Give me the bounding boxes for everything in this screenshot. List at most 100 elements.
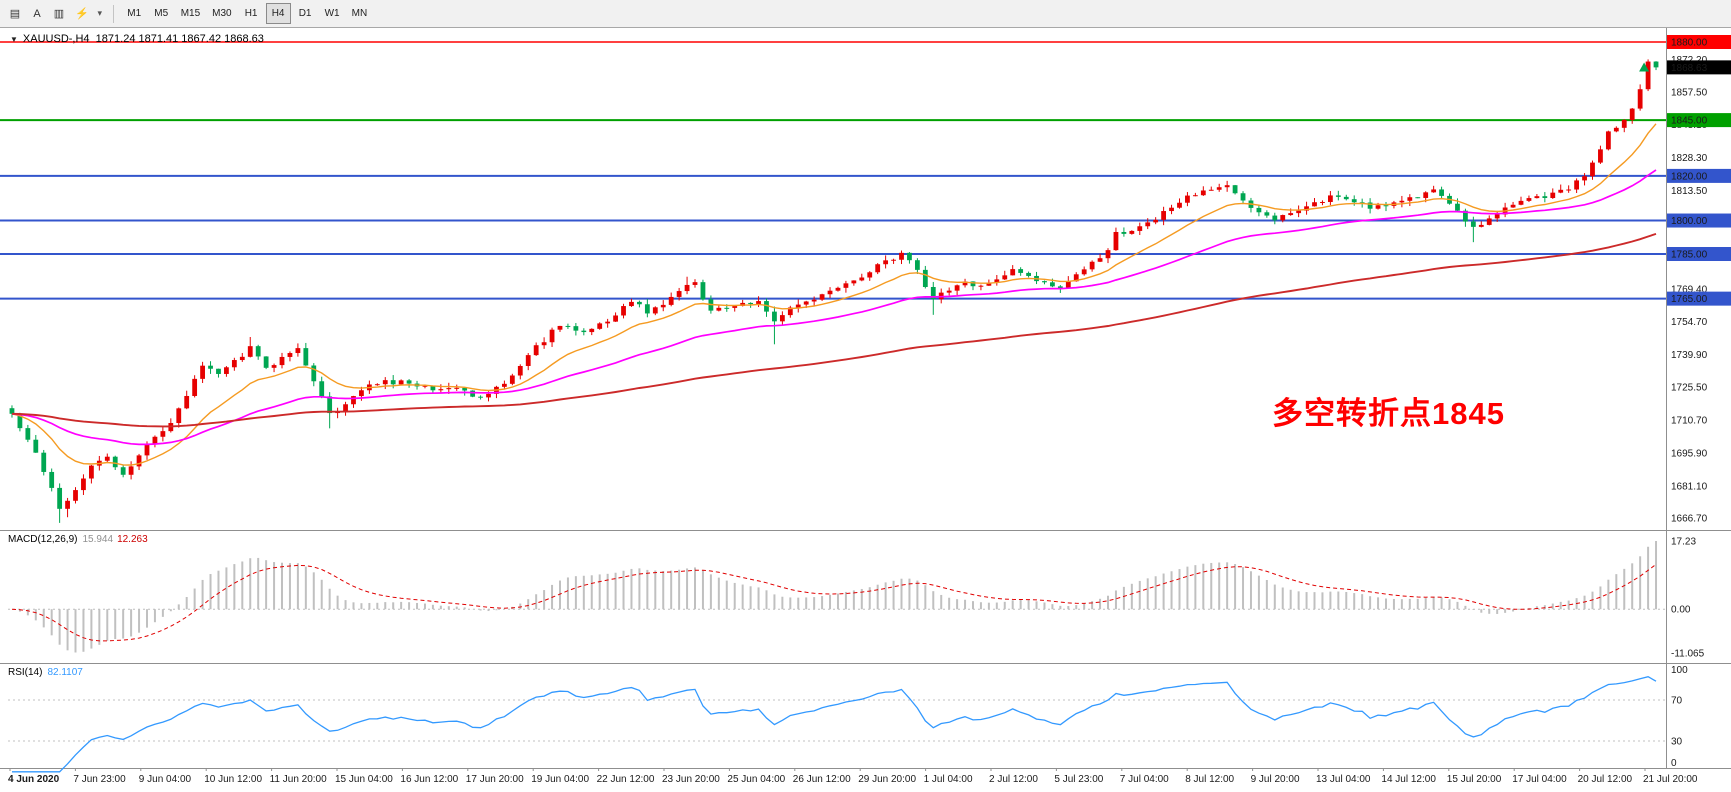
- time-axis-label: 14 Jul 12:00: [1381, 774, 1436, 785]
- price-label-box: [1667, 60, 1731, 75]
- macd-signal-value: 12.263: [117, 534, 148, 545]
- price-label-box: [1667, 35, 1731, 49]
- time-axis-label: 10 Jun 12:00: [204, 774, 262, 785]
- time-axis-label: 9 Jun 04:00: [139, 774, 192, 785]
- price-label-box: [1667, 291, 1731, 306]
- time-axis-label: 26 Jun 12:00: [793, 774, 851, 785]
- time-axis-label: 9 Jul 20:00: [1251, 774, 1300, 785]
- indicators-icon[interactable]: ⚡: [70, 3, 94, 24]
- macd-signal-line: [11, 563, 1657, 642]
- price-scale-label: 1857.50: [1671, 88, 1708, 99]
- rsi-scale-label: 30: [1671, 737, 1683, 748]
- chart-title: ▼ XAUUSD-,H4 1871.24 1871.41 1867.42 1868…: [10, 33, 264, 45]
- rsi-line: [12, 676, 1657, 773]
- chart-symbol-period: XAUUSD-,H4: [22, 33, 90, 45]
- price-scale-label: 1681.10: [1671, 481, 1708, 492]
- chart-type-icon[interactable]: ▥: [48, 3, 70, 24]
- macd-scale-label: 17.23: [1671, 537, 1696, 548]
- ma-mid-line: [11, 169, 1657, 446]
- price-label-box: [1667, 168, 1731, 183]
- timeframe-w1-button[interactable]: W1: [320, 3, 345, 24]
- rsi-value: 82.1107: [47, 667, 83, 678]
- chart-annotation-text[interactable]: 多空转折点1845: [1272, 396, 1505, 431]
- time-axis-label: 22 Jun 12:00: [597, 774, 655, 785]
- price-label-box-text: 1765.00: [1671, 294, 1708, 305]
- price-scale[interactable]: 1872.201857.501843.101828.301813.501769.…: [1667, 35, 1731, 525]
- timeframe-m30-button[interactable]: M30: [207, 3, 236, 24]
- trade-arrow-icon: [1639, 62, 1650, 72]
- chart-dropdown-icon[interactable]: ▼: [10, 35, 18, 44]
- toolbar: ▤ A ▥ ⚡ ▾ M1 M5 M15 M30 H1 H4 D1 W1 MN: [0, 0, 1731, 28]
- rsi-scale-label: 70: [1671, 696, 1683, 707]
- time-axis-label: 7 Jun 23:00: [73, 774, 126, 785]
- price-scale-label: 1695.90: [1671, 448, 1708, 459]
- time-axis-label: 7 Jul 04:00: [1120, 774, 1169, 785]
- macd-scale-label: -11.065: [1671, 649, 1705, 660]
- rsi-scale-label: 100: [1671, 665, 1688, 676]
- time-axis-label: 4 Jun 2020: [8, 774, 60, 785]
- dropdown-caret-icon[interactable]: ▾: [94, 3, 106, 24]
- toolbar-separator: [112, 4, 114, 23]
- timeframe-mn-button[interactable]: MN: [347, 3, 373, 24]
- chart-list-icon[interactable]: ▤: [4, 3, 26, 24]
- price-label-box-text: 1785.00: [1671, 250, 1708, 261]
- rsi-panel: 100 70 30 0: [8, 665, 1688, 773]
- time-axis-label: 2 Jul 12:00: [989, 774, 1038, 785]
- time-axis-label: 17 Jul 04:00: [1512, 774, 1567, 785]
- price-label-box: [1667, 113, 1731, 128]
- timeframe-h4-button[interactable]: H4: [265, 3, 291, 24]
- price-label-box-text: 1880.00: [1671, 38, 1708, 49]
- time-axis-label: 20 Jul 12:00: [1578, 774, 1633, 785]
- timeframe-m1-button[interactable]: M1: [122, 3, 147, 24]
- price-scale-label: 1828.30: [1671, 153, 1708, 164]
- price-label-box-text: 1868.63: [1671, 63, 1708, 74]
- time-axis-label: 29 Jun 20:00: [858, 774, 916, 785]
- time-axis-label: 17 Jun 20:00: [466, 774, 524, 785]
- price-label-box-text: 1820.00: [1671, 171, 1708, 182]
- time-axis-label: 1 Jul 04:00: [924, 774, 973, 785]
- price-label-box-text: 1845.00: [1671, 116, 1708, 127]
- price-scale-label: 1739.90: [1671, 350, 1708, 361]
- ma-slow-line: [11, 232, 1657, 428]
- time-axis-label: 19 Jun 04:00: [531, 774, 589, 785]
- price-scale-label: 1813.50: [1671, 186, 1708, 197]
- moving-averages: [11, 123, 1657, 466]
- price-label-box: [1667, 213, 1731, 228]
- macd-panel: 17.23 0.00 -11.065: [8, 537, 1705, 660]
- time-axis-label: 15 Jul 20:00: [1447, 774, 1502, 785]
- timeframe-h1-button[interactable]: H1: [239, 3, 264, 24]
- rsi-indicator-label: RSI(14) 82.1107: [8, 667, 83, 678]
- timeframe-d1-button[interactable]: D1: [293, 3, 318, 24]
- chart-ohlc-values: 1871.24 1871.41 1867.42 1868.63: [95, 33, 264, 45]
- price-scale-label: 1710.70: [1671, 415, 1708, 426]
- rsi-scale-label: 0: [1671, 758, 1677, 769]
- time-axis-label: 21 Jul 20:00: [1643, 774, 1698, 785]
- time-axis-label: 11 Jun 20:00: [270, 774, 328, 785]
- macd-main-value: 15.944: [82, 534, 114, 545]
- time-axis-label: 25 Jun 04:00: [727, 774, 785, 785]
- time-axis[interactable]: 4 Jun 2020 7 Jun 23:00 9 Jun 04:00 10 Jun 1…: [8, 768, 1698, 785]
- macd-indicator-label: MACD(12,26,9) 15.944 12.263: [8, 534, 148, 545]
- price-scale-label: 1725.50: [1671, 382, 1708, 393]
- panel-borders: [0, 28, 1731, 769]
- time-axis-label: 15 Jun 04:00: [335, 774, 393, 785]
- horizontal-lines[interactable]: [0, 41, 1666, 300]
- price-label-box: [1667, 247, 1731, 262]
- price-label-box-text: 1800.00: [1671, 216, 1708, 227]
- price-scale-label: 1754.70: [1671, 317, 1708, 328]
- text-tool-icon[interactable]: A: [26, 3, 48, 24]
- price-scale-label: 1769.40: [1671, 284, 1708, 295]
- ma-fast-line: [11, 123, 1657, 466]
- timeframe-m15-button[interactable]: M15: [176, 3, 205, 24]
- price-scale-label: 1666.70: [1671, 514, 1708, 525]
- time-axis-label: 16 Jun 12:00: [400, 774, 458, 785]
- timeframe-m5-button[interactable]: M5: [149, 3, 174, 24]
- time-axis-label: 8 Jul 12:00: [1185, 774, 1234, 785]
- time-axis-label: 5 Jul 23:00: [1054, 774, 1103, 785]
- time-axis-label: 13 Jul 04:00: [1316, 774, 1371, 785]
- time-axis-label: 23 Jun 20:00: [662, 774, 720, 785]
- macd-scale-label: 0.00: [1671, 605, 1691, 616]
- candles: [9, 59, 1659, 523]
